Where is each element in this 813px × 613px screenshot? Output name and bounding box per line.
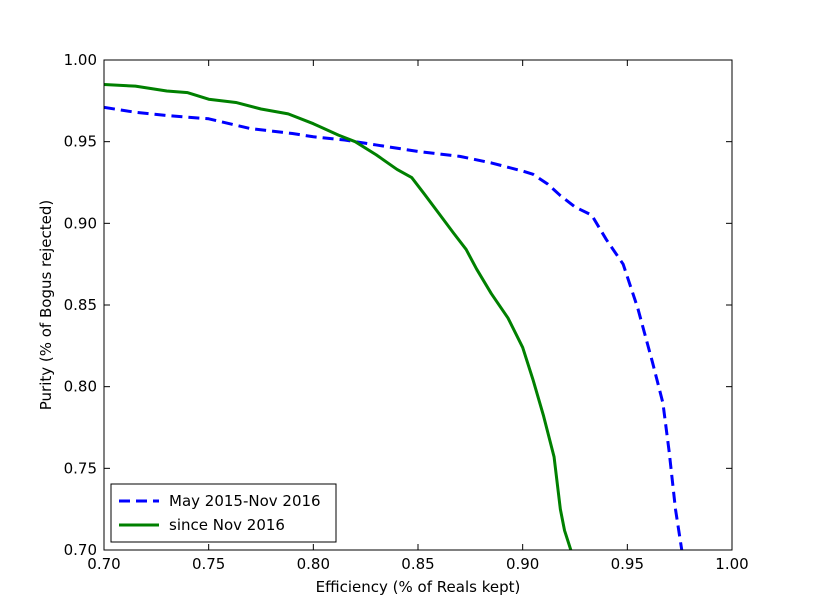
y-tick-label: 0.95 — [64, 133, 97, 151]
x-tick-label: 1.00 — [715, 555, 748, 573]
plot-lines — [104, 83, 684, 550]
legend-box — [110, 483, 337, 543]
x-tick-label: 0.70 — [87, 555, 120, 573]
x-tick-label: 0.80 — [297, 555, 330, 573]
y-tick-label: 0.70 — [64, 541, 97, 559]
x-axis-label: Efficiency (% of Reals kept) — [316, 578, 521, 596]
legend: May 2015-Nov 2016 since Nov 2016 — [110, 483, 337, 543]
x-tick-label: 0.75 — [192, 555, 225, 573]
series-line-1 — [104, 83, 573, 550]
x-tick-label: 0.90 — [506, 555, 539, 573]
y-tick-label: 0.75 — [64, 459, 97, 477]
x-tick-label: 0.85 — [401, 555, 434, 573]
legend-label: May 2015-Nov 2016 — [169, 492, 321, 510]
y-axis-label: Purity (% of Bogus rejected) — [37, 200, 55, 411]
tick-labels: 0.70 0.75 0.80 0.85 0.90 0.95 1.00 0.70 0.75 0.80… — [64, 51, 749, 573]
y-tick-label: 1.00 — [64, 51, 97, 69]
series-line-0 — [104, 105, 684, 550]
x-tick-label: 0.95 — [611, 555, 644, 573]
ticks — [103, 59, 733, 551]
y-tick-label: 0.85 — [64, 296, 97, 314]
y-tick-label: 0.90 — [64, 214, 97, 232]
legend-label: since Nov 2016 — [169, 516, 285, 534]
y-tick-label: 0.80 — [64, 378, 97, 396]
